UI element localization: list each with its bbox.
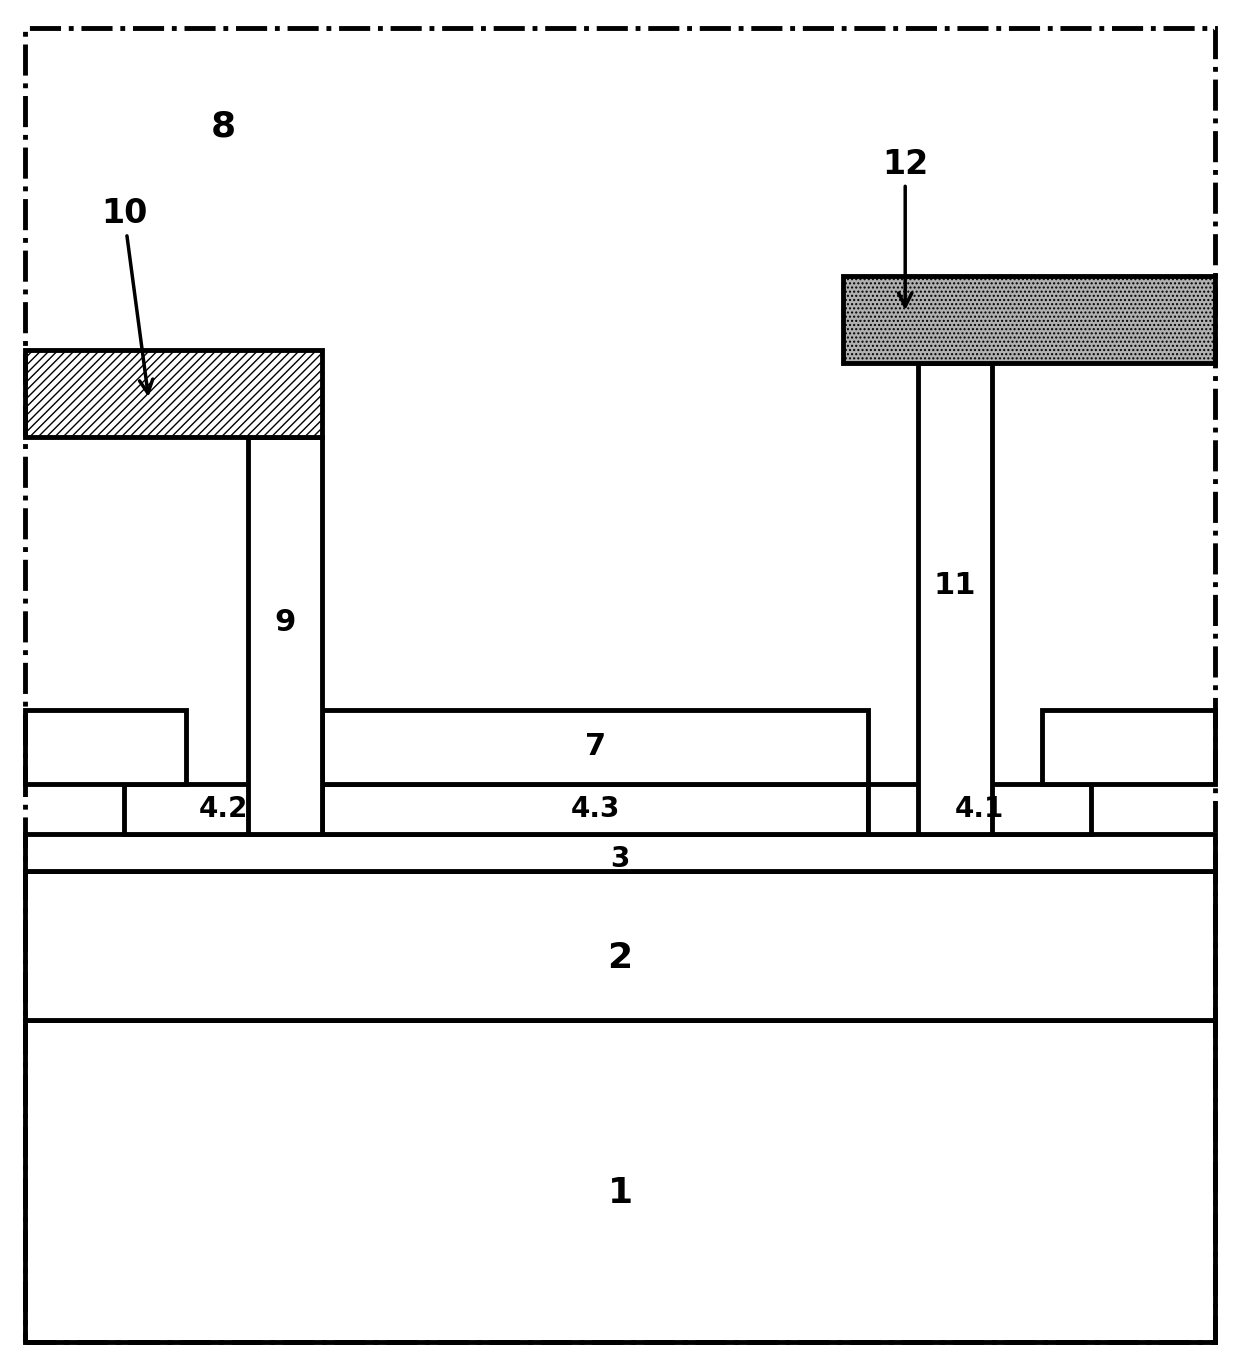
Text: 1: 1 [608,1177,632,1211]
Text: 8: 8 [211,110,236,144]
Text: 4.1: 4.1 [955,795,1004,823]
Bar [322,784,868,834]
Text: 10: 10 [100,197,153,393]
Text: 4.2: 4.2 [198,795,248,823]
Text: 2: 2 [608,941,632,975]
Bar [1042,710,1215,784]
Text: 3: 3 [610,844,630,873]
Bar [843,275,1215,363]
Bar [25,871,1215,1019]
Text: 12: 12 [882,148,929,307]
Text: 4.3: 4.3 [570,795,620,823]
Bar [25,834,1215,871]
Bar [25,351,322,437]
Text: 7: 7 [584,733,606,762]
Bar [248,437,322,834]
Bar [25,1019,1215,1343]
Bar [322,710,868,784]
Bar [868,784,1091,834]
Bar [25,710,186,784]
Bar [124,784,322,834]
Bar [918,363,992,834]
Text: 11: 11 [934,571,976,600]
Text: 9: 9 [274,608,296,637]
